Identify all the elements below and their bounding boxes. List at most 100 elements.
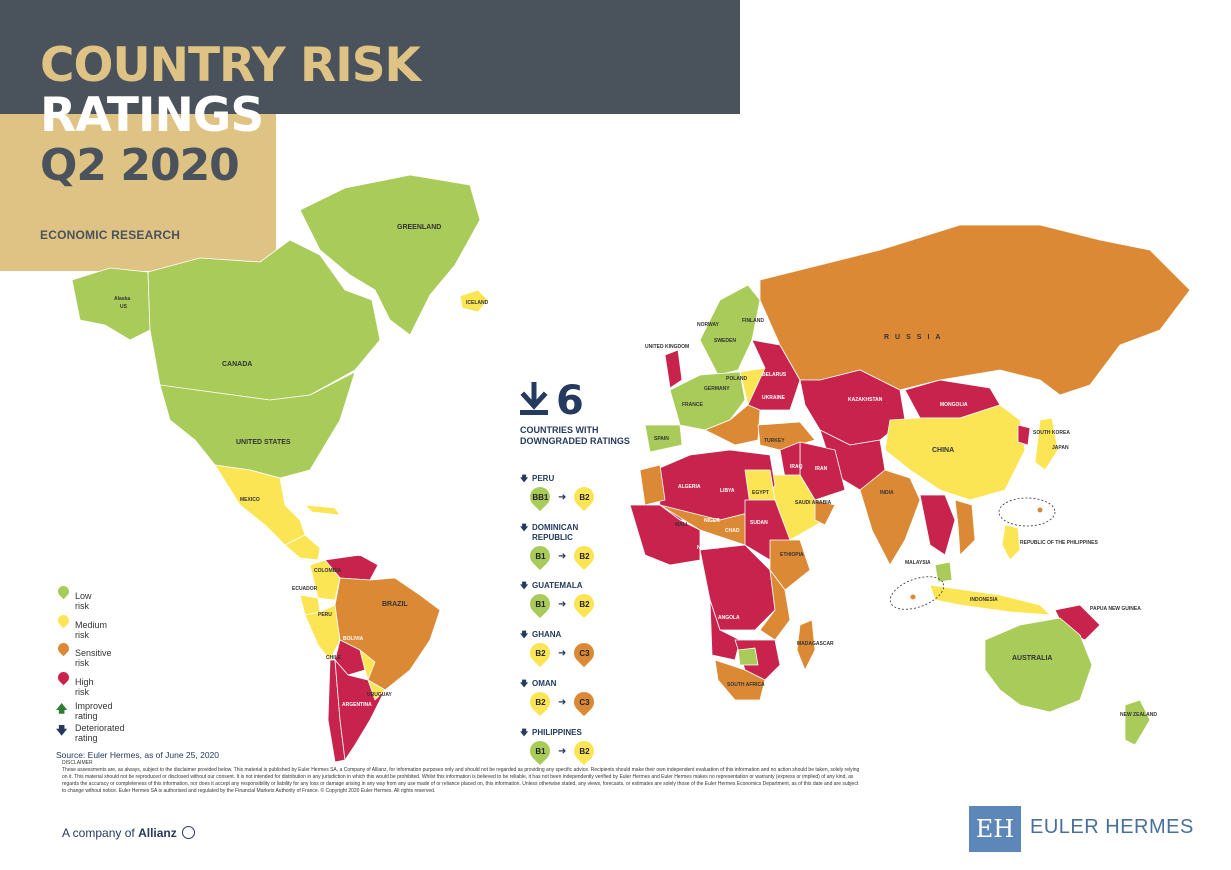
rating-from-pin: B1 [525,736,555,766]
region-iberia [644,424,683,453]
map-label-germany: GERMANY [704,386,730,392]
region-ecuador [299,594,321,616]
rating-from-pin: B2 [525,687,555,717]
map-label-sudan: SUDAN [750,520,768,526]
map-label-spain: SPAIN [654,436,669,442]
downgrade-item: 🡇 GUATEMALA B1 ➜ B2 [520,581,600,619]
map-label-china: CHINA [932,447,955,454]
region-china [884,404,1026,501]
map-label-ukraine: UKRAINE [762,395,785,401]
map-label-australia: AUSTRALIA [1012,655,1053,662]
region-botswana [737,647,759,666]
rating-change: B2 ➜ C3 [520,687,600,717]
map-label-india: INDIA [880,490,894,496]
map-label-new-zealand: NEW ZEALAND [1120,712,1157,718]
map-label-uk: UNITED KINGDOM [645,344,690,350]
region-philippines [1001,524,1021,561]
region-madagascar [796,619,816,671]
map-label-united-states: UNITED STATES [236,439,291,446]
down-arrow-icon [520,382,548,415]
map-label-colombia: COLOMBIA [314,568,342,574]
region-united-states [159,371,356,479]
legend-label: Improved rating [75,701,113,721]
map-label-greenland: GREENLAND [397,224,442,231]
rating-from-pin: B2 [525,638,555,668]
rating-to-pin-label: C3 [579,697,590,707]
map-label-russia: RUSSIA [884,334,947,341]
right-arrow-icon: ➜ [558,491,567,503]
rating-change: B2 ➜ C3 [520,638,600,668]
down-arrow-icon: 🡇 [520,523,529,532]
downgrade-item: 🡇 DOMINICAN REPUBLIC B1 ➜ B2 [520,523,600,571]
downgrade-country: 🡇 DOMINICAN REPUBLIC [520,523,600,543]
region-new-zealand [1124,699,1151,746]
region-morocco [639,464,666,506]
map-label-brazil: BRAZIL [382,601,408,608]
rating-from-pin-label: B1 [534,551,546,561]
region-horn-africa [769,539,811,591]
region-angola [709,599,741,661]
rating-change: B1 ➜ B2 [520,589,600,619]
region-australia [984,617,1093,713]
downgrade-country-name: PERU [532,474,555,483]
rating-to-pin: C3 [570,638,599,668]
region-iceland [459,289,489,313]
downgrade-country: 🡇 PERU [520,474,600,484]
brand-name: EULER HERMES [1030,816,1194,838]
rating-from-pin-label: BB1 [531,492,549,502]
rating-to-pin-label: B2 [579,599,590,609]
rating-to-pin-label: C3 [579,648,590,658]
right-arrow-icon: ➜ [558,550,567,562]
header-tan-block [0,114,276,271]
rating-from-pin: B1 [525,541,555,571]
map-label-egypt: EGYPT [752,490,769,496]
region-uk [664,349,683,389]
map-label-ethiopia: ETHIOPIA [780,552,804,558]
map-label-france: FRANCE [682,402,703,408]
region-russia [759,224,1191,396]
map-label-niger: NIGER [704,518,720,524]
euler-hermes-logo-icon: EH [969,806,1021,852]
region-mexico [214,464,306,546]
down-arrow-icon: 🡇 [520,581,529,590]
map-label-libya: LIBYA [720,488,735,494]
company-prefix: A company of [62,826,135,840]
region-japan [1034,417,1059,471]
map-label-ecuador: ECUADOR [292,586,318,592]
region-colombia [309,559,341,601]
downgrade-caption: COUNTRIES WITH DOWNGRADED RATINGS [520,425,630,446]
down-arrow-icon: 🡇 [520,474,529,483]
map-label-poland: POLAND [726,376,748,382]
down-arrow-icon: 🡇 [56,725,68,737]
title-line-3: Q2 2020 [40,140,240,191]
legend-label: Deteriorated rating [75,723,125,743]
map-label-uruguay: URUGUAY [367,692,392,698]
downgrade-country: 🡇 OMAN [520,679,600,689]
header-banner [0,0,740,114]
right-arrow-icon: ➜ [558,647,567,659]
rating-to-pin-label: B2 [579,492,590,502]
map-label-belarus: BELARUS [762,372,787,378]
down-arrow-icon: 🡇 [520,728,529,737]
map-label-canada: CANADA [222,361,253,368]
map-label-saudi-arabia: SAUDI ARABIA [795,500,832,506]
map-label-peru: PERU [318,612,332,618]
map-label-bolivia: BOLIVIA [343,636,364,642]
rating-from-pin: BB1 [525,482,555,512]
downgrade-country: 🡇 GHANA [520,630,600,640]
map-label-iceland: ICELAND [466,300,489,306]
downgrade-item: 🡇 PERU BB1 ➜ B2 [520,474,600,512]
region-malaysia [934,561,953,583]
map-label-us-small: US [120,304,127,310]
region-oman [814,499,836,526]
region-india [859,469,921,566]
map-label-mexico: MEXICO [240,497,260,503]
map-label-philippines: REPUBLIC OF THE PHILIPPINES [1020,540,1098,546]
map-label-kazakhstan: KAZAKHSTAN [848,397,883,403]
downgrade-country-name: OMAN [532,679,557,688]
region-south-africa [714,659,766,701]
map-label-angola: ANGOLA [718,615,740,621]
downgrade-count: 6 [556,378,584,424]
rating-to-pin-label: B2 [579,746,590,756]
